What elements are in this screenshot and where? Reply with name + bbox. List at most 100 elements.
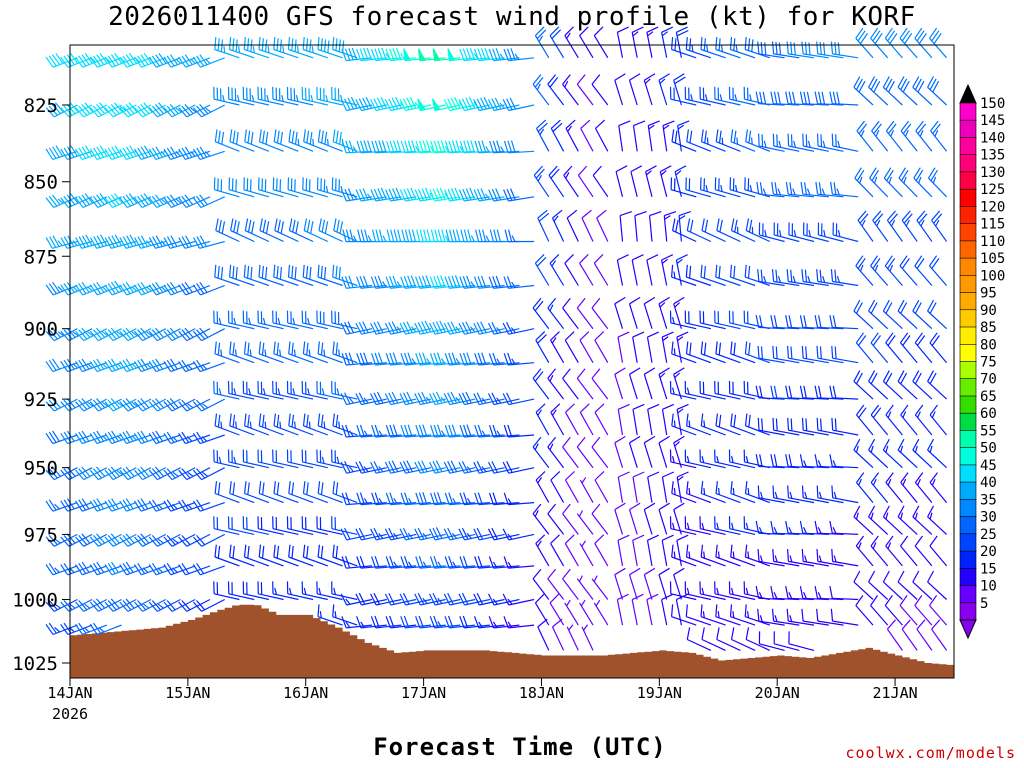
wind-barb-feather: [716, 218, 720, 231]
wind-barb-feather: [700, 129, 704, 142]
wind-barb-feather: [661, 254, 674, 261]
wind-barb-feather: [492, 424, 498, 437]
wind-barb-feather: [86, 362, 93, 369]
wind-barb: [772, 345, 800, 364]
wind-barb-feather: [374, 276, 380, 289]
wind-barb-staff: [773, 357, 800, 364]
wind-barb: [551, 209, 565, 242]
wind-barb-staff: [677, 125, 682, 152]
wind-barb: [192, 194, 225, 209]
wind-barb-feather: [456, 229, 461, 242]
wind-barb-staff: [676, 476, 682, 503]
wind-barb-feather: [503, 353, 509, 366]
wind-barb-feather: [855, 372, 863, 385]
wind-barb-feather: [96, 194, 105, 205]
wind-barb-feather: [107, 600, 117, 611]
wind-barb-feather: [744, 341, 748, 354]
wind-barb-feather: [389, 140, 395, 153]
wind-barb-staff: [535, 543, 550, 567]
wind-barb-feather: [131, 435, 137, 441]
wind-barb-feather: [929, 445, 933, 453]
wind-barb-staff: [171, 328, 196, 342]
wind-barb-feather: [658, 502, 670, 511]
wind-barb-staff: [508, 150, 535, 154]
wind-barb-feather: [137, 55, 146, 67]
wind-barb-feather: [465, 188, 472, 201]
wind-barb-feather: [297, 138, 300, 146]
wind-barb-feather: [444, 556, 450, 569]
wind-barb: [302, 481, 329, 504]
wind-barb: [318, 218, 343, 243]
wind-barb-feather: [320, 482, 324, 495]
wind-barb-staff: [535, 479, 550, 503]
wind-barb-feather: [537, 334, 547, 344]
wind-barb-feather: [122, 105, 132, 116]
wind-barb-feather: [399, 393, 407, 405]
wind-barb-feather: [618, 403, 630, 410]
wind-barb-feather: [265, 131, 269, 145]
wind-barb-feather: [258, 129, 262, 142]
wind-barb-feather: [306, 482, 309, 495]
wind-barb-staff: [929, 342, 948, 364]
wind-barb-feather: [302, 481, 306, 494]
wind-barb-feather: [549, 374, 554, 382]
wind-barb-feather: [335, 414, 339, 428]
wind-barb: [502, 461, 535, 474]
wind-barb-staff: [617, 540, 624, 567]
wind-barb: [272, 177, 299, 198]
wind-barb-feather: [192, 284, 201, 296]
wind-barb-staff: [853, 449, 874, 469]
wind-barb-staff: [200, 284, 225, 296]
wind-barb-feather: [422, 424, 428, 437]
wind-barb: [192, 281, 225, 296]
wind-barb-feather: [89, 469, 99, 480]
wind-barb-feather: [408, 229, 413, 242]
wind-barb-feather: [717, 611, 720, 618]
wind-barb-feather: [463, 140, 468, 153]
wind-barb-feather: [332, 481, 335, 494]
wind-barb-feather: [775, 269, 778, 283]
wind-barb: [340, 527, 373, 541]
wind-barb-feather: [107, 535, 117, 546]
wind-barb-feather: [820, 134, 823, 147]
wind-barb-feather: [137, 105, 147, 116]
wind-barb: [302, 177, 328, 198]
wind-barb-feather: [686, 481, 689, 494]
wind-barb: [591, 74, 609, 106]
wind-barb: [785, 181, 815, 198]
wind-barb-staff: [632, 125, 638, 152]
wind-barb-feather: [436, 352, 443, 365]
wind-barb: [591, 297, 609, 330]
wind-barb-feather: [360, 140, 365, 153]
wind-barb-feather: [566, 599, 571, 607]
wind-barb-feather: [799, 315, 804, 328]
wind-barb-feather: [631, 593, 644, 601]
wind-barb-staff: [628, 80, 638, 106]
wind-barb-feather: [335, 38, 338, 51]
wind-barb: [272, 380, 299, 400]
wind-barb-staff: [201, 467, 225, 481]
wind-barb-feather: [192, 197, 202, 208]
wind-barb-feather: [288, 218, 293, 231]
wind-barb-feather: [81, 54, 90, 66]
wind-barb-staff: [535, 339, 550, 364]
wind-barb: [317, 544, 343, 567]
wind-barb-feather: [51, 398, 61, 409]
wind-barb-feather: [363, 352, 369, 365]
wind-barb-feather: [407, 532, 413, 539]
wind-barb-staff: [564, 35, 579, 59]
wind-barb-feather: [459, 556, 465, 569]
plot-frame: [69, 44, 955, 679]
x-tick-sublabel: 2026: [52, 705, 88, 723]
wind-barb-feather: [358, 592, 366, 605]
wind-barb: [214, 481, 240, 504]
wind-barb: [119, 533, 152, 547]
wind-barb-staff: [731, 638, 756, 651]
wind-barb-feather: [931, 411, 936, 418]
x-tick-label: 14JAN: [47, 684, 92, 702]
wind-barb-staff: [591, 446, 609, 469]
wind-barb-staff: [773, 397, 800, 400]
wind-barb-staff: [700, 616, 726, 626]
wind-barb-feather: [96, 498, 105, 510]
wind-barb-feather: [885, 372, 893, 385]
